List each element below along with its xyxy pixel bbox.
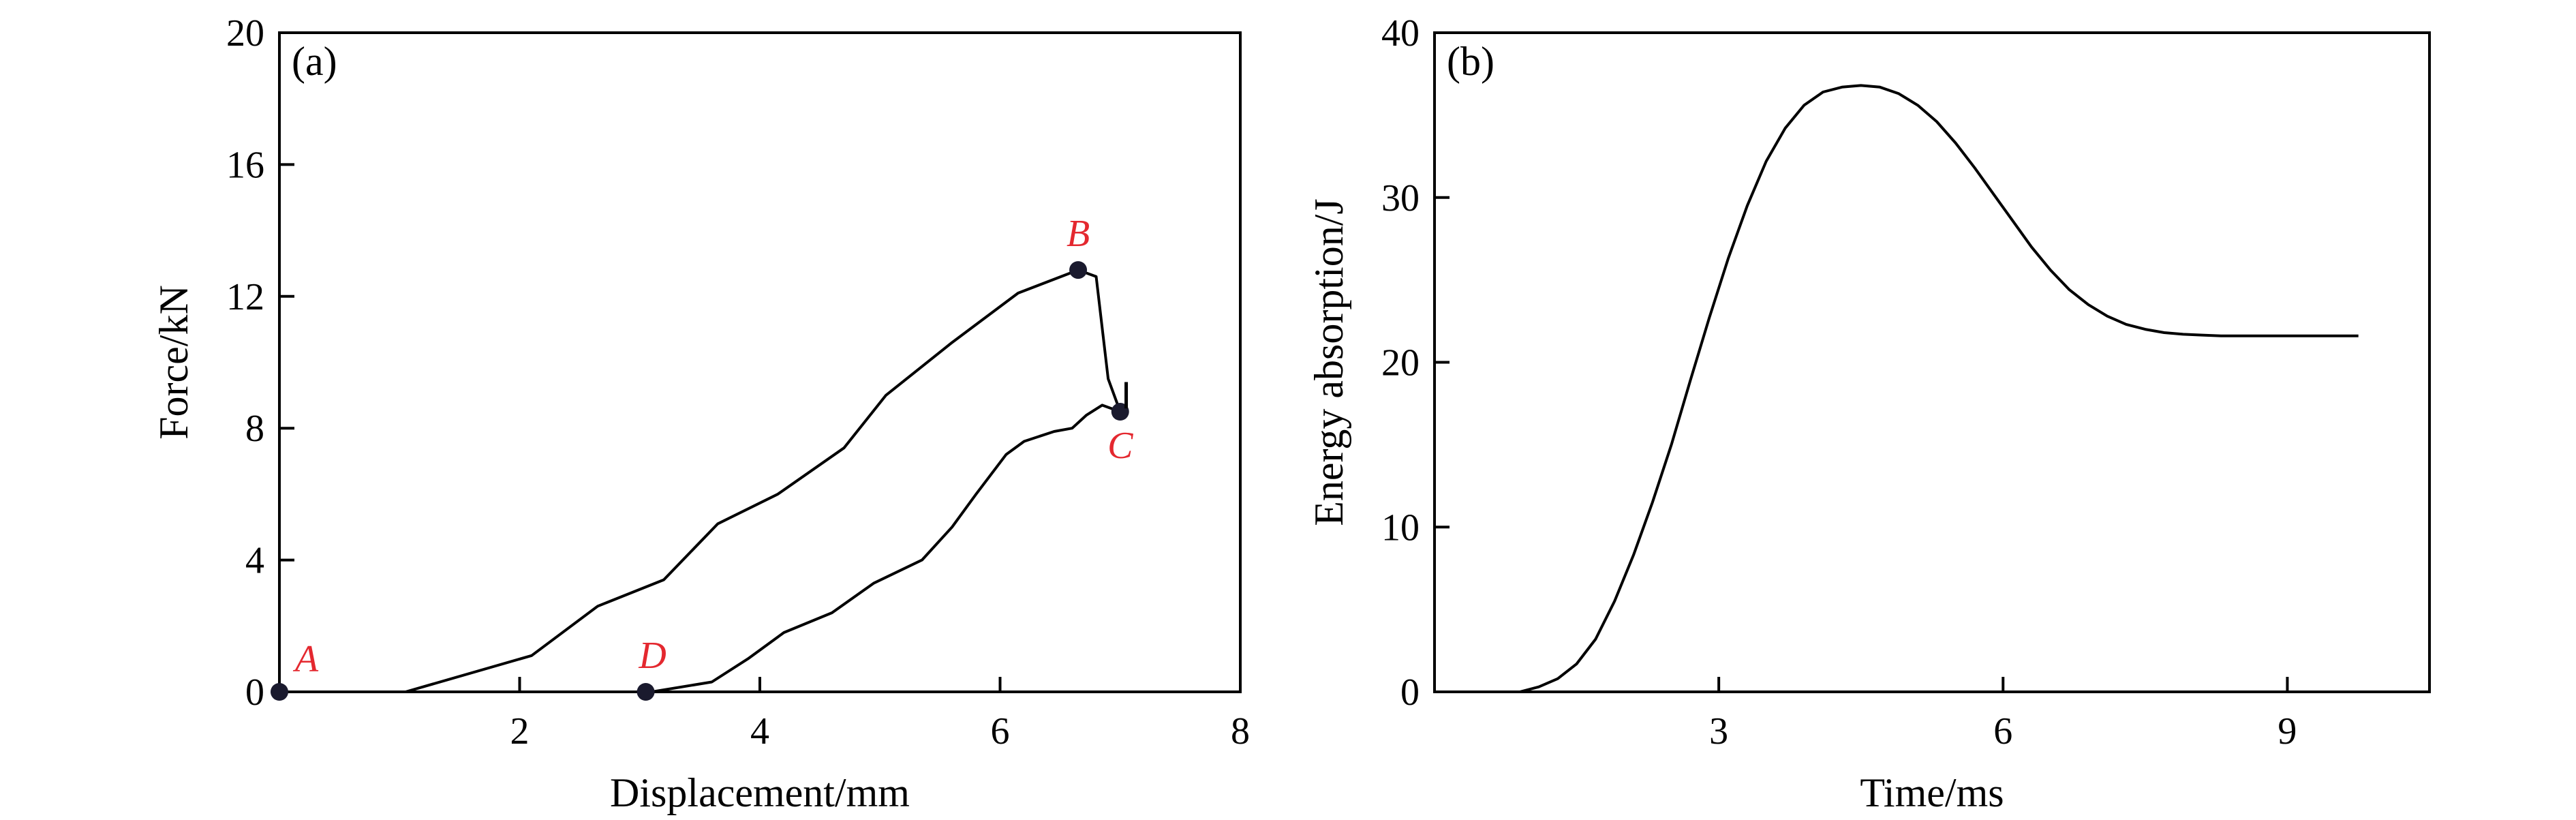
point-a-label: A <box>292 638 319 680</box>
y-tick-label: 20 <box>1381 342 1420 384</box>
point-b-marker <box>1069 261 1088 279</box>
y-tick-label: 0 <box>1400 671 1420 714</box>
y-tick-label: 10 <box>1381 506 1420 549</box>
y-axis-label: Force/kN <box>151 285 196 440</box>
point-b-label: B <box>1067 213 1090 255</box>
plot-frame <box>1433 31 2431 693</box>
x-tick-label: 4 <box>750 710 769 753</box>
point-c-label: C <box>1107 425 1133 467</box>
x-tick-label: 8 <box>1231 710 1250 753</box>
x-tick-label: 3 <box>1709 710 1728 753</box>
x-axis-label: Displacement/mm <box>610 770 910 815</box>
y-tick-label: 16 <box>226 144 264 186</box>
y-tick-label: 8 <box>245 408 264 450</box>
x-tick-label: 6 <box>991 710 1010 753</box>
panel-label: (a) <box>292 39 337 84</box>
plot-frame <box>278 31 1242 693</box>
series-line <box>1482 84 2359 693</box>
y-tick-label: 0 <box>245 671 264 714</box>
x-axis-label: Time/ms <box>1860 770 2004 815</box>
series-line <box>279 269 1122 693</box>
point-a-marker <box>271 683 288 701</box>
y-axis-label: Energy absorption/J <box>1306 198 1351 526</box>
x-tick-label: 2 <box>510 710 530 753</box>
x-tick-label: 9 <box>2278 710 2297 753</box>
point-d-marker <box>637 683 655 701</box>
y-tick-label: 12 <box>226 276 264 318</box>
y-tick-label: 20 <box>226 12 264 55</box>
panel-b: 0 10 20 30 40 3 6 9 Time/ms Energy absorption/J (b… <box>1306 12 2431 815</box>
y-tick-label: 40 <box>1381 12 1420 55</box>
point-d-label: D <box>638 635 666 677</box>
panel-label: (b) <box>1447 39 1494 84</box>
y-tick-label: 30 <box>1381 177 1420 219</box>
y-tick-label: 4 <box>245 540 264 582</box>
x-tick-label: 6 <box>1993 710 2012 753</box>
